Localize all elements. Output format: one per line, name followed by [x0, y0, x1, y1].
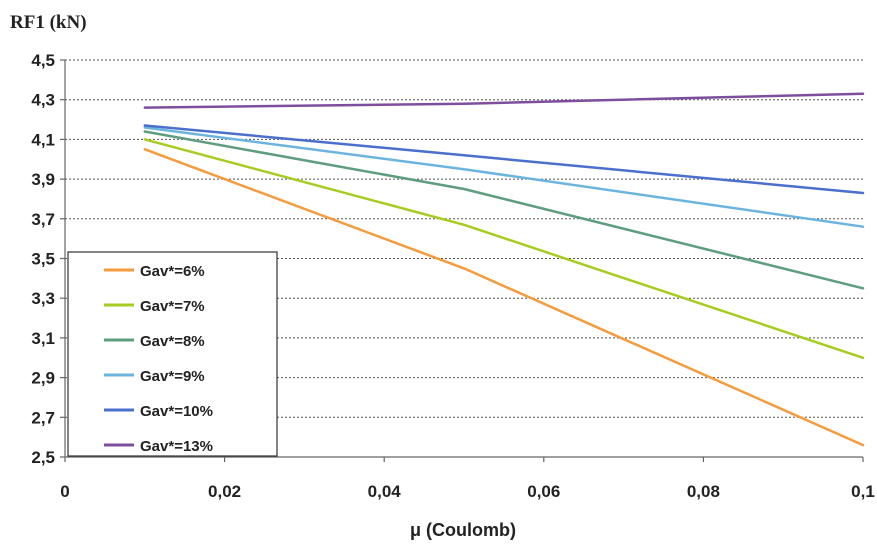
series-line-4 — [143, 126, 865, 228]
x-tick-label: 0 — [60, 482, 69, 501]
legend-box — [67, 251, 278, 457]
y-tick-label: 4,5 — [31, 51, 55, 70]
y-tick-label: 2,5 — [31, 448, 55, 467]
y-tick-label: 3,5 — [31, 250, 55, 269]
legend-label: Gav*=13% — [140, 438, 213, 455]
series-line-1 — [143, 148, 865, 447]
y-tick-label: 3,7 — [31, 210, 55, 229]
legend-label: Gav*=8% — [140, 333, 205, 350]
x-tick-label: 0,1 — [851, 482, 875, 501]
legend-label: Gav*=10% — [140, 403, 213, 420]
axes — [60, 59, 864, 462]
series-line-5 — [143, 124, 865, 195]
legend: Gav*=6% Gav*=7% Gav*=8% Gav*=9% Gav*=10% Gav*… — [67, 251, 278, 457]
legend-label: Gav*=9% — [140, 368, 205, 385]
y-tick-label: 3,1 — [31, 329, 55, 348]
y-tick-label: 2,9 — [31, 369, 55, 388]
legend-label: Gav*=7% — [140, 298, 205, 315]
y-tick-label: 3,3 — [31, 289, 55, 308]
y-tick-label: 3,9 — [31, 170, 55, 189]
x-tick-label: 0,06 — [527, 482, 560, 501]
x-tick-label: 0,08 — [687, 482, 720, 501]
y-axis-title: RF1 (kN) — [10, 12, 87, 33]
tick-labels: 2,5 2,7 2,9 3,1 3,3 3,5 3,7 3,9 4,1 4,3 4,5 0 0,02 0,… — [31, 51, 874, 501]
series-line-3 — [143, 130, 865, 290]
series-lines — [143, 92, 865, 447]
series-line-6 — [143, 92, 865, 109]
y-tick-label: 2,7 — [31, 408, 55, 427]
x-axis-title: μ (Coulomb) — [410, 520, 516, 540]
legend-label: Gav*=6% — [140, 263, 205, 280]
y-tick-label: 4,1 — [31, 130, 55, 149]
x-tick-label: 0,04 — [368, 482, 402, 501]
x-tick-label: 0,02 — [208, 482, 241, 501]
series-line-2 — [143, 138, 865, 360]
y-tick-label: 4,3 — [31, 91, 55, 110]
